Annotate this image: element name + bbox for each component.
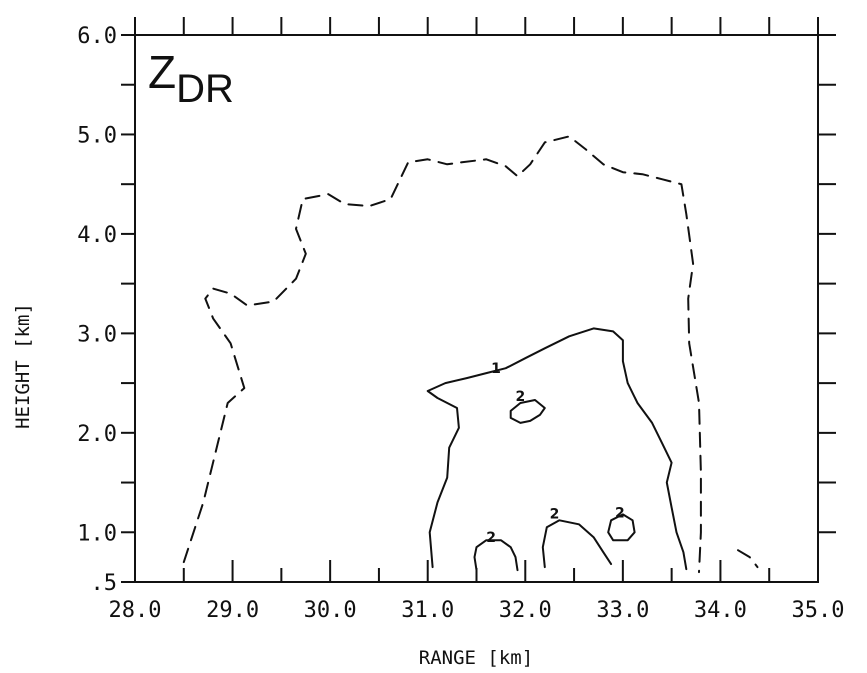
chart-title-subscript: DR <box>176 67 234 111</box>
contour-level-2 <box>473 539 519 572</box>
x-tick-label: 31.0 <box>401 598 454 623</box>
x-axis-label: RANGE [km] <box>419 647 533 669</box>
plot-frame <box>134 34 819 583</box>
y-tick-label: 5.0 <box>77 123 117 148</box>
contour-label: 2 <box>486 530 496 546</box>
y-tick-label: 2.0 <box>77 422 117 447</box>
y-axis-label: HEIGHT [km] <box>12 303 34 429</box>
x-tick-label: 35.0 <box>792 598 845 623</box>
chart-title: ZDR <box>148 46 234 111</box>
x-tick-label: 30.0 <box>304 598 357 623</box>
chart-title-main: Z <box>148 46 176 98</box>
contour-lines <box>182 135 759 574</box>
axis-ticks <box>121 17 836 583</box>
contour-level-2 <box>509 399 546 424</box>
contour-label: 1 <box>491 361 501 377</box>
x-tick-label: 33.0 <box>596 598 649 623</box>
contour-level-2 <box>607 513 636 542</box>
x-tick-label: 29.0 <box>206 598 259 623</box>
y-tick-label: 1.0 <box>77 521 117 546</box>
y-tick-label: 4.0 <box>77 223 117 248</box>
contour-dashed <box>182 135 702 574</box>
contour-level-1 <box>426 327 688 571</box>
contour-label: 2 <box>550 506 560 522</box>
contour-label: 2 <box>615 505 625 521</box>
contour-level-2 <box>541 519 613 569</box>
contour-dashed <box>737 549 759 569</box>
x-tick-label: 32.0 <box>499 598 552 623</box>
axis-tick-labels: 28.0 29.0 30.0 31.0 32.0 33.0 34.0 35.0 .5 1.0 2.0… <box>77 24 844 623</box>
x-tick-label: 28.0 <box>109 598 162 623</box>
y-tick-label: .5 <box>91 571 118 596</box>
contour-label: 2 <box>516 389 526 405</box>
y-tick-label: 3.0 <box>77 322 117 347</box>
x-tick-label: 34.0 <box>694 598 747 623</box>
y-tick-label: 6.0 <box>77 24 117 49</box>
